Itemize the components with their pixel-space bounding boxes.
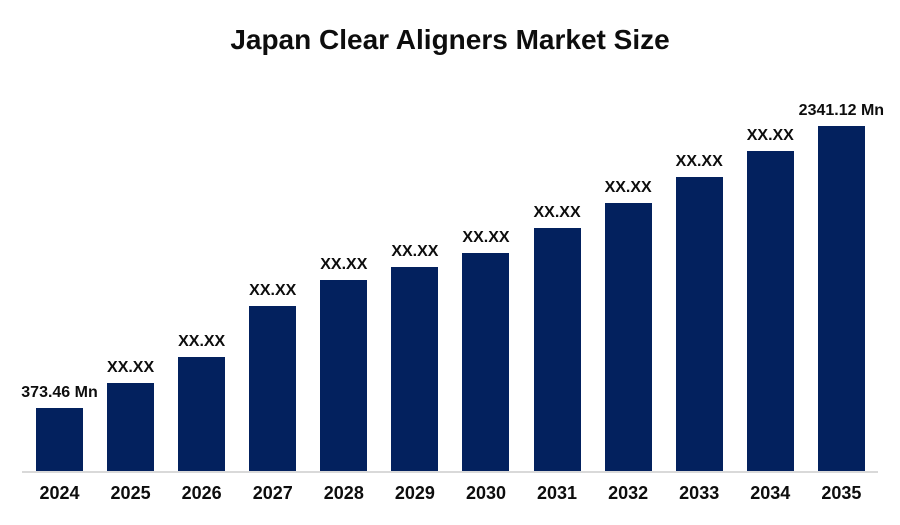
x-axis-label: 2035 [821, 483, 862, 503]
x-axis-label: 2028 [323, 483, 364, 503]
bar-value-label: XX.XX [675, 153, 723, 171]
x-axis-label: 2034 [750, 483, 791, 503]
bar [533, 228, 581, 473]
bar-value-label: XX.XX [320, 256, 368, 274]
bar-column: 373.46 Mn [21, 90, 98, 473]
bar [36, 408, 83, 473]
bar-value-label: XX.XX [604, 179, 652, 197]
x-axis-labels: 2024 2025 2026 2027 2028 2029 2030 2031 2032 2033… [36, 483, 865, 504]
bar [107, 383, 155, 473]
bar-column: XX.XX [178, 90, 225, 473]
bar [746, 151, 794, 473]
bar-column: XX.XX [320, 90, 367, 473]
bar [462, 253, 510, 473]
bar [320, 280, 368, 473]
bar [249, 306, 297, 473]
bar-value-label: XX.XX [462, 229, 510, 247]
bar-column: XX.XX [391, 90, 438, 473]
bar [604, 203, 652, 473]
x-axis-label: 2031 [537, 483, 578, 503]
bar-value-label: 2341.12 Mn [798, 102, 885, 120]
bar-column: XX.XX [462, 90, 510, 473]
bar-value-label: 373.46 Mn [21, 384, 98, 402]
bar-column: XX.XX [605, 90, 652, 473]
bar [817, 126, 865, 473]
x-axis-label: 2025 [110, 483, 151, 503]
x-axis-label: 2030 [465, 483, 506, 503]
bar-column: XX.XX [533, 90, 581, 473]
chart-title: Japan Clear Aligners Market Size [230, 24, 670, 55]
x-axis-label: 2026 [181, 483, 222, 503]
bar-value-label: XX.XX [107, 359, 155, 377]
bar-column: XX.XX [107, 90, 154, 473]
x-axis-label: 2033 [679, 483, 720, 503]
x-axis-label: 2027 [252, 483, 293, 503]
bar-value-label: XX.XX [391, 243, 439, 261]
bar-value-label: XX.XX [249, 282, 297, 300]
bar-value-label: XX.XX [178, 333, 226, 351]
bar [391, 267, 439, 473]
bar [178, 357, 226, 473]
bar [675, 177, 723, 473]
x-axis-label: 2032 [608, 483, 649, 503]
x-axis-label: 2029 [394, 483, 435, 503]
plot-area: 373.46 Mn XX.XX XX.XX XX.XX XX.XX XX.XX XX.XX X… [21, 90, 884, 473]
bar-column: XX.XX [249, 90, 296, 473]
bar-column: XX.XX [747, 90, 794, 473]
bar-value-label: XX.XX [746, 127, 794, 145]
bar-column: XX.XX [676, 90, 723, 473]
bar-column: 2341.12 Mn [799, 90, 884, 473]
x-axis-label: 2024 [39, 483, 80, 503]
bar-value-label: XX.XX [533, 204, 581, 222]
x-axis-line [22, 471, 878, 473]
